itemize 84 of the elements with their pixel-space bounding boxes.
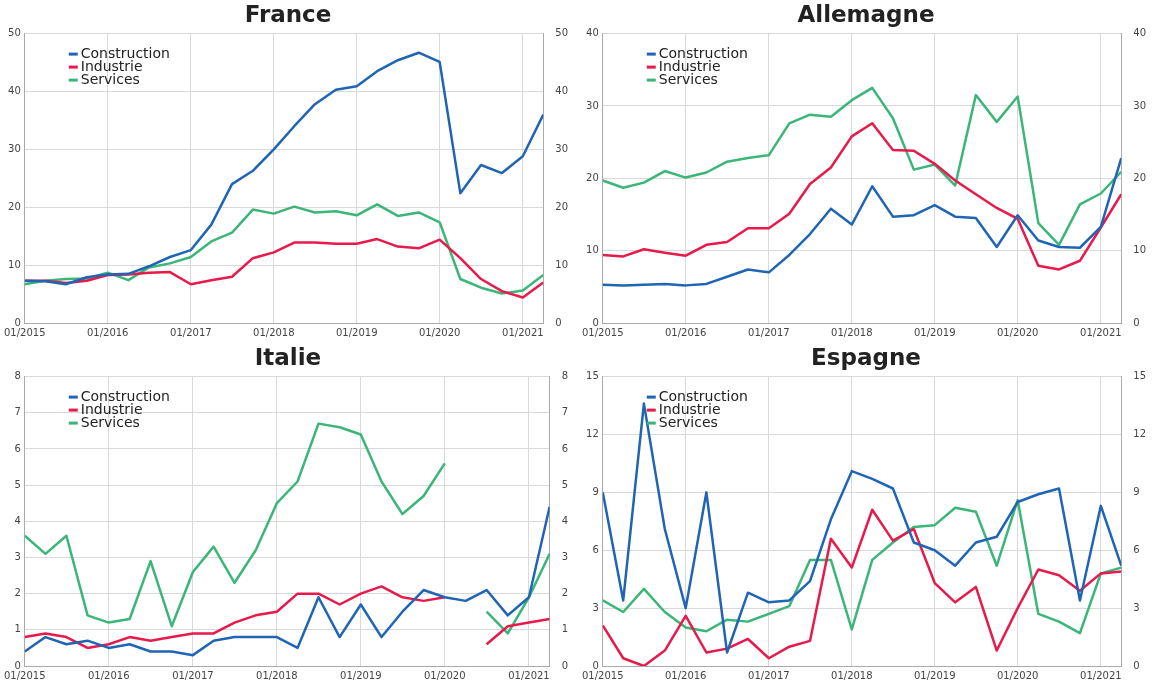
y2-tick-label: 20 <box>555 200 569 212</box>
x-tick-label: 01/2016 <box>87 669 130 681</box>
y2-tick-label: 7 <box>561 406 569 418</box>
y2-tick-label: 20 <box>1133 171 1147 183</box>
x-tick-label: 01/2018 <box>256 669 298 681</box>
x-tick-label: 01/2016 <box>86 326 129 338</box>
y2-tick-label: 30 <box>1133 99 1147 111</box>
y-tick-label: 0 <box>592 659 599 671</box>
y-tick-label: 50 <box>8 27 21 39</box>
x-tick-label: 01/2021 <box>508 669 550 681</box>
x-tick-label: 01/2015 <box>4 669 46 681</box>
x-tick-label: 01/2019 <box>913 326 956 338</box>
y2-tick-label: 0 <box>555 316 562 328</box>
y-tick-label: 9 <box>592 485 599 497</box>
x-tick-label: 01/2015 <box>4 326 46 338</box>
y-tick-label: 10 <box>586 244 599 256</box>
y2-tick-label: 40 <box>555 85 569 97</box>
y-tick-label: 1 <box>14 623 21 635</box>
y2-tick-label: 8 <box>561 370 569 382</box>
y2-tick-label: 4 <box>561 514 569 526</box>
y2-tick-label: 0 <box>1133 316 1140 328</box>
y2-tick-label: 12 <box>1133 428 1147 440</box>
y2-tick-label: 15 <box>1133 370 1147 382</box>
y2-tick-label: 3 <box>561 551 569 563</box>
y-tick-label: 3 <box>14 551 21 563</box>
y-tick-label: 40 <box>586 27 599 39</box>
y2-tick-label: 2 <box>561 587 569 599</box>
x-tick-label: 01/2021 <box>1080 669 1122 681</box>
x-tick-label: 01/2021 <box>502 326 544 338</box>
x-tick-label: 01/2019 <box>913 669 956 681</box>
y-tick-label: 2 <box>14 587 21 599</box>
x-tick-label: 01/2020 <box>423 669 466 681</box>
y-tick-label: 12 <box>586 428 599 440</box>
chart-title: Italie <box>254 343 322 370</box>
y-tick-label: 30 <box>586 99 599 111</box>
y2-tick-label: 10 <box>555 258 569 270</box>
x-tick-label: 01/2015 <box>582 669 624 681</box>
y2-tick-label: 1 <box>561 623 569 635</box>
y-tick-label: 15 <box>586 370 599 382</box>
y2-tick-label: 30 <box>555 142 569 154</box>
y-tick-label: 4 <box>14 514 21 526</box>
x-tick-label: 01/2017 <box>172 669 214 681</box>
y-tick-label: 20 <box>8 200 21 212</box>
y2-tick-label: 6 <box>561 442 569 454</box>
y2-tick-label: 3 <box>1133 601 1140 613</box>
chart-title: Espagne <box>811 343 921 370</box>
y-tick-label: 6 <box>592 543 599 555</box>
x-tick-label: 01/2020 <box>996 326 1039 338</box>
x-tick-label: 01/2019 <box>340 669 382 681</box>
y2-tick-label: 50 <box>555 27 569 39</box>
x-tick-label: 01/2017 <box>748 669 790 681</box>
y-tick-label: 7 <box>14 406 21 418</box>
y2-tick-label: 40 <box>1133 27 1147 39</box>
x-tick-label: 01/2020 <box>996 669 1039 681</box>
y2-tick-label: 10 <box>1133 244 1147 256</box>
x-tick-label: 01/2017 <box>170 326 212 338</box>
y-tick-label: 6 <box>14 442 21 454</box>
y2-tick-label: 0 <box>1133 659 1140 671</box>
x-tick-label: 01/2021 <box>1080 326 1122 338</box>
x-tick-label: 01/2018 <box>831 326 873 338</box>
y-tick-label: 20 <box>586 171 599 183</box>
chart-title: Allemagne <box>797 0 935 27</box>
y-tick-label: 3 <box>592 601 599 613</box>
x-tick-label: 01/2018 <box>831 669 873 681</box>
y2-tick-label: 9 <box>1133 485 1140 497</box>
x-tick-label: 01/2020 <box>418 326 461 338</box>
y-tick-label: 0 <box>592 316 599 328</box>
x-tick-label: 01/2018 <box>253 326 295 338</box>
x-tick-label: 01/2017 <box>748 326 790 338</box>
y2-tick-label: 5 <box>561 478 569 490</box>
y-tick-label: 5 <box>14 478 21 490</box>
y-tick-label: 0 <box>14 659 21 671</box>
y2-tick-label: 6 <box>1133 543 1140 555</box>
y-tick-label: 8 <box>14 370 21 382</box>
x-tick-label: 01/2019 <box>335 326 378 338</box>
y-tick-label: 10 <box>8 258 21 270</box>
x-tick-label: 01/2016 <box>664 669 707 681</box>
y-tick-label: 0 <box>14 316 21 328</box>
y-tick-label: 40 <box>8 85 21 97</box>
y2-tick-label: 0 <box>561 659 569 671</box>
x-tick-label: 01/2016 <box>664 326 707 338</box>
x-tick-label: 01/2015 <box>582 326 624 338</box>
y-tick-label: 30 <box>8 142 21 154</box>
chart-title: France <box>244 0 332 27</box>
